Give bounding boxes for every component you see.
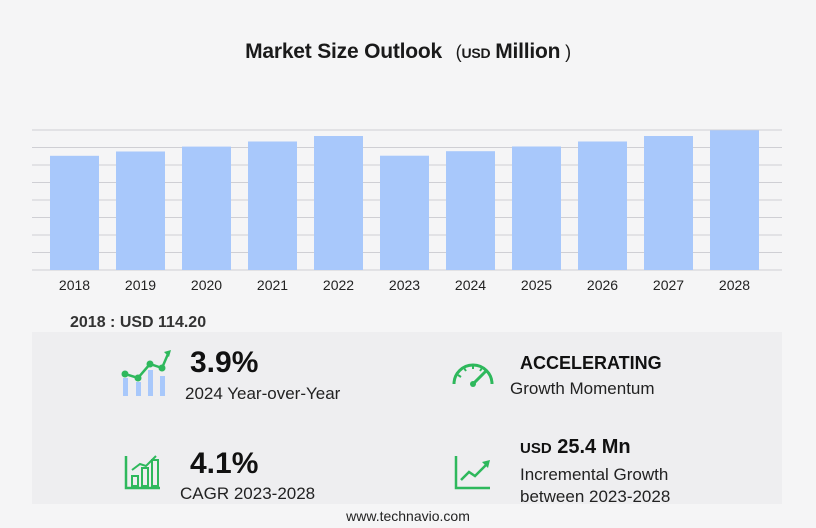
x-tick-label-2028: 2028	[719, 277, 750, 293]
cagr-value: 4.1%	[190, 447, 259, 480]
bar-2018	[50, 155, 99, 270]
bar-2025	[512, 146, 561, 270]
bar-2024	[446, 151, 495, 270]
x-tick-label-2024: 2024	[455, 277, 486, 293]
base-year-label: 2018 : USD 114.20	[70, 314, 207, 331]
x-tick-label-2019: 2019	[125, 277, 156, 293]
line-growth-icon	[454, 456, 490, 490]
incremental-label-1: Incremental Growth	[520, 465, 669, 484]
bar-2020	[182, 146, 231, 270]
bar-2021	[248, 141, 297, 270]
speedometer-icon	[452, 363, 494, 387]
momentum-label: Growth Momentum	[510, 379, 655, 398]
x-tick-label-2020: 2020	[191, 277, 222, 293]
footer-url: www.technavio.com	[346, 508, 470, 524]
bar-2026	[578, 141, 627, 270]
bar-chart-icon	[124, 455, 160, 490]
bar-2023	[380, 155, 429, 270]
incremental-label-2: between 2023-2028	[520, 487, 671, 506]
yoy-value: 3.9%	[190, 346, 259, 379]
momentum-value: ACCELERATING	[520, 353, 662, 373]
x-tick-label-2025: 2025	[521, 277, 552, 293]
bar-growth-icon	[121, 350, 171, 396]
cagr-label: CAGR 2023-2028	[180, 484, 316, 503]
chart-title-unit: (USD Million )	[455, 40, 571, 63]
x-tick-label-2026: 2026	[587, 277, 618, 293]
bar-chart: 2018 2019 2020 2021 2022 2023 2024 2025 2026 2027…	[32, 129, 782, 293]
bar-2022	[314, 136, 363, 270]
incremental-value: USD 25.4 Mn	[520, 436, 631, 458]
x-tick-label-2021: 2021	[257, 277, 288, 293]
bar-2019	[116, 151, 165, 270]
bar-2027	[644, 136, 693, 270]
yoy-label: 2024 Year-over-Year	[185, 384, 341, 403]
x-tick-label-2023: 2023	[389, 277, 420, 293]
bar-2028	[710, 130, 759, 270]
x-tick-label-2018: 2018	[59, 277, 90, 293]
x-tick-label-2027: 2027	[653, 277, 684, 293]
chart-title-main: Market Size Outlook	[245, 40, 442, 63]
chart-title: Market Size Outlook (USD Million )	[0, 40, 816, 64]
x-tick-label-2022: 2022	[323, 277, 354, 293]
